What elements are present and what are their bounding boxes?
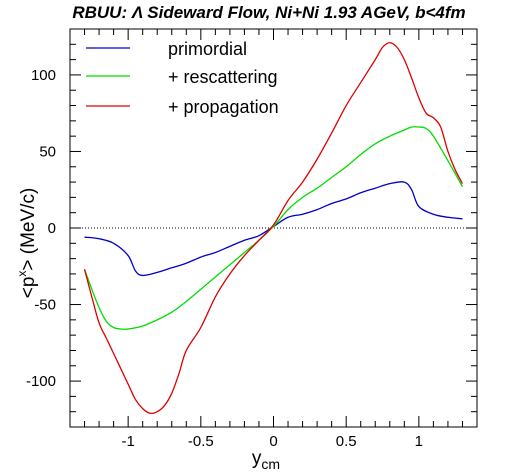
y-axis-label-post: > (MeV/c) — [18, 188, 39, 271]
x-tick-label: 0.5 — [336, 433, 357, 450]
legend-label-2: + propagation — [168, 97, 279, 117]
x-tick-label: -0.5 — [188, 433, 214, 450]
series-line-1 — [83, 126, 464, 330]
y-tick-label: -100 — [26, 373, 56, 390]
x-tick-label: -1 — [121, 433, 134, 450]
series-line-0 — [84, 181, 463, 277]
x-tick-label: 1 — [415, 433, 423, 450]
x-axis-label-main: y — [252, 448, 262, 469]
y-axis-label: <px> (MeV/c) — [15, 188, 39, 299]
series-lines — [83, 42, 464, 415]
legend-label-1: + rescattering — [168, 67, 278, 87]
y-axis-ticks: -100 -50 0 50 100 — [26, 28, 477, 428]
y-tick-label: 100 — [31, 67, 56, 84]
series-line-2 — [83, 42, 464, 415]
x-axis-label: ycm — [252, 448, 280, 472]
x-axis-label-sub: cm — [261, 456, 280, 472]
y-tick-label: 50 — [39, 143, 56, 160]
y-tick-label: -50 — [34, 297, 56, 314]
legend: primordial + rescattering + propagation — [86, 39, 279, 117]
x-tick-label: 0 — [269, 433, 277, 450]
y-tick-label: 0 — [48, 220, 56, 237]
y-axis-label-sup: x — [15, 271, 29, 277]
chart-title: RBUU: Λ Sideward Flow, Ni+Ni 1.93 AGeV, … — [72, 3, 465, 22]
y-axis-label-pre: <p — [18, 277, 39, 299]
x-axis-ticks: -1 -0.5 0 0.5 1 — [69, 29, 478, 450]
legend-label-0: primordial — [168, 39, 247, 59]
